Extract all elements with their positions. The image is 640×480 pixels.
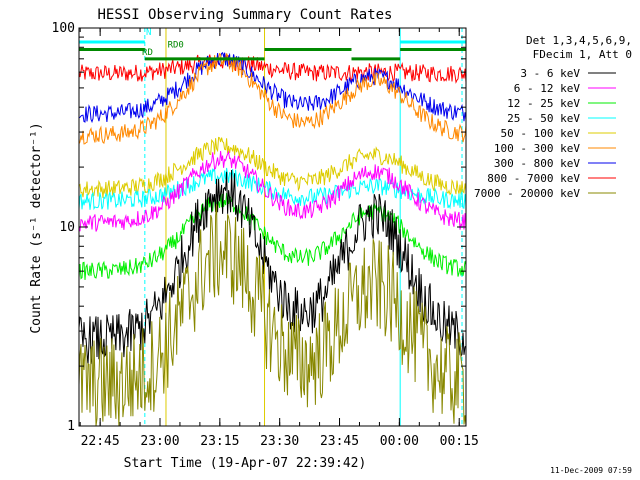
series-line-6-12keV bbox=[78, 150, 467, 232]
plot-area: N RD RD0 bbox=[78, 28, 467, 427]
series-line-50-100keV bbox=[78, 136, 467, 198]
legend-label-6: 300 - 800 keV bbox=[494, 157, 580, 170]
series-line-3-6keV bbox=[78, 169, 467, 365]
series-line-800-7000keV bbox=[78, 52, 467, 84]
legend-label-3: 25 - 50 keV bbox=[507, 112, 580, 125]
series-line-25-50keV bbox=[78, 167, 467, 211]
axes: 22:45 23:00 23:15 23:30 23:45 00:00 00:15 1 10 10… bbox=[52, 21, 479, 449]
legend-label-7: 800 - 7000 keV bbox=[487, 172, 580, 185]
x-tick-label-2: 23:15 bbox=[200, 434, 239, 449]
x-tick-label-4: 23:45 bbox=[320, 434, 359, 449]
annotation-n: N bbox=[146, 28, 151, 38]
legend-label-8: 7000 - 20000 keV bbox=[474, 187, 580, 200]
x-axis-label: Start Time (19-Apr-07 22:39:42) bbox=[124, 456, 367, 471]
legend-label-2: 12 - 25 keV bbox=[507, 97, 580, 110]
legend-label-0: 3 - 6 keV bbox=[520, 67, 580, 80]
legend: Det 1,3,4,5,6,9, FDecim 1, Att 0 3 - 6 k… bbox=[474, 34, 632, 200]
y-tick-label-1: 10 bbox=[59, 220, 75, 235]
annotation-rd0: RD0 bbox=[168, 40, 184, 50]
y-tick-label-2: 100 bbox=[52, 21, 75, 36]
chart-title: HESSI Observing Summary Count Rates bbox=[97, 7, 392, 23]
x-tick-label-0: 22:45 bbox=[81, 434, 120, 449]
legend-label-4: 50 - 100 keV bbox=[501, 127, 581, 140]
x-tick-label-1: 23:00 bbox=[140, 434, 179, 449]
legend-label-5: 100 - 300 keV bbox=[494, 142, 580, 155]
y-tick-label-0: 1 bbox=[67, 419, 75, 434]
x-tick-label-6: 00:15 bbox=[440, 434, 479, 449]
series-line-7000-20000keV bbox=[78, 204, 467, 427]
series-line-12-25keV bbox=[78, 192, 467, 280]
y-axis-label: Count Rate (s⁻¹ detector⁻¹) bbox=[29, 122, 44, 333]
x-tick-label-5: 00:00 bbox=[380, 434, 419, 449]
annotation-rd: RD bbox=[142, 48, 153, 58]
timestamp: 11-Dec-2009 07:59 bbox=[550, 466, 632, 475]
x-tick-label-3: 23:30 bbox=[260, 434, 299, 449]
series-line-300-800keV bbox=[78, 52, 467, 124]
legend-label-1: 6 - 12 keV bbox=[514, 82, 581, 95]
legend-title-line-2: FDecim 1, Att 0 bbox=[533, 48, 632, 61]
series-line-100-300keV bbox=[78, 52, 467, 145]
legend-title-line-1: Det 1,3,4,5,6,9, bbox=[526, 34, 632, 47]
